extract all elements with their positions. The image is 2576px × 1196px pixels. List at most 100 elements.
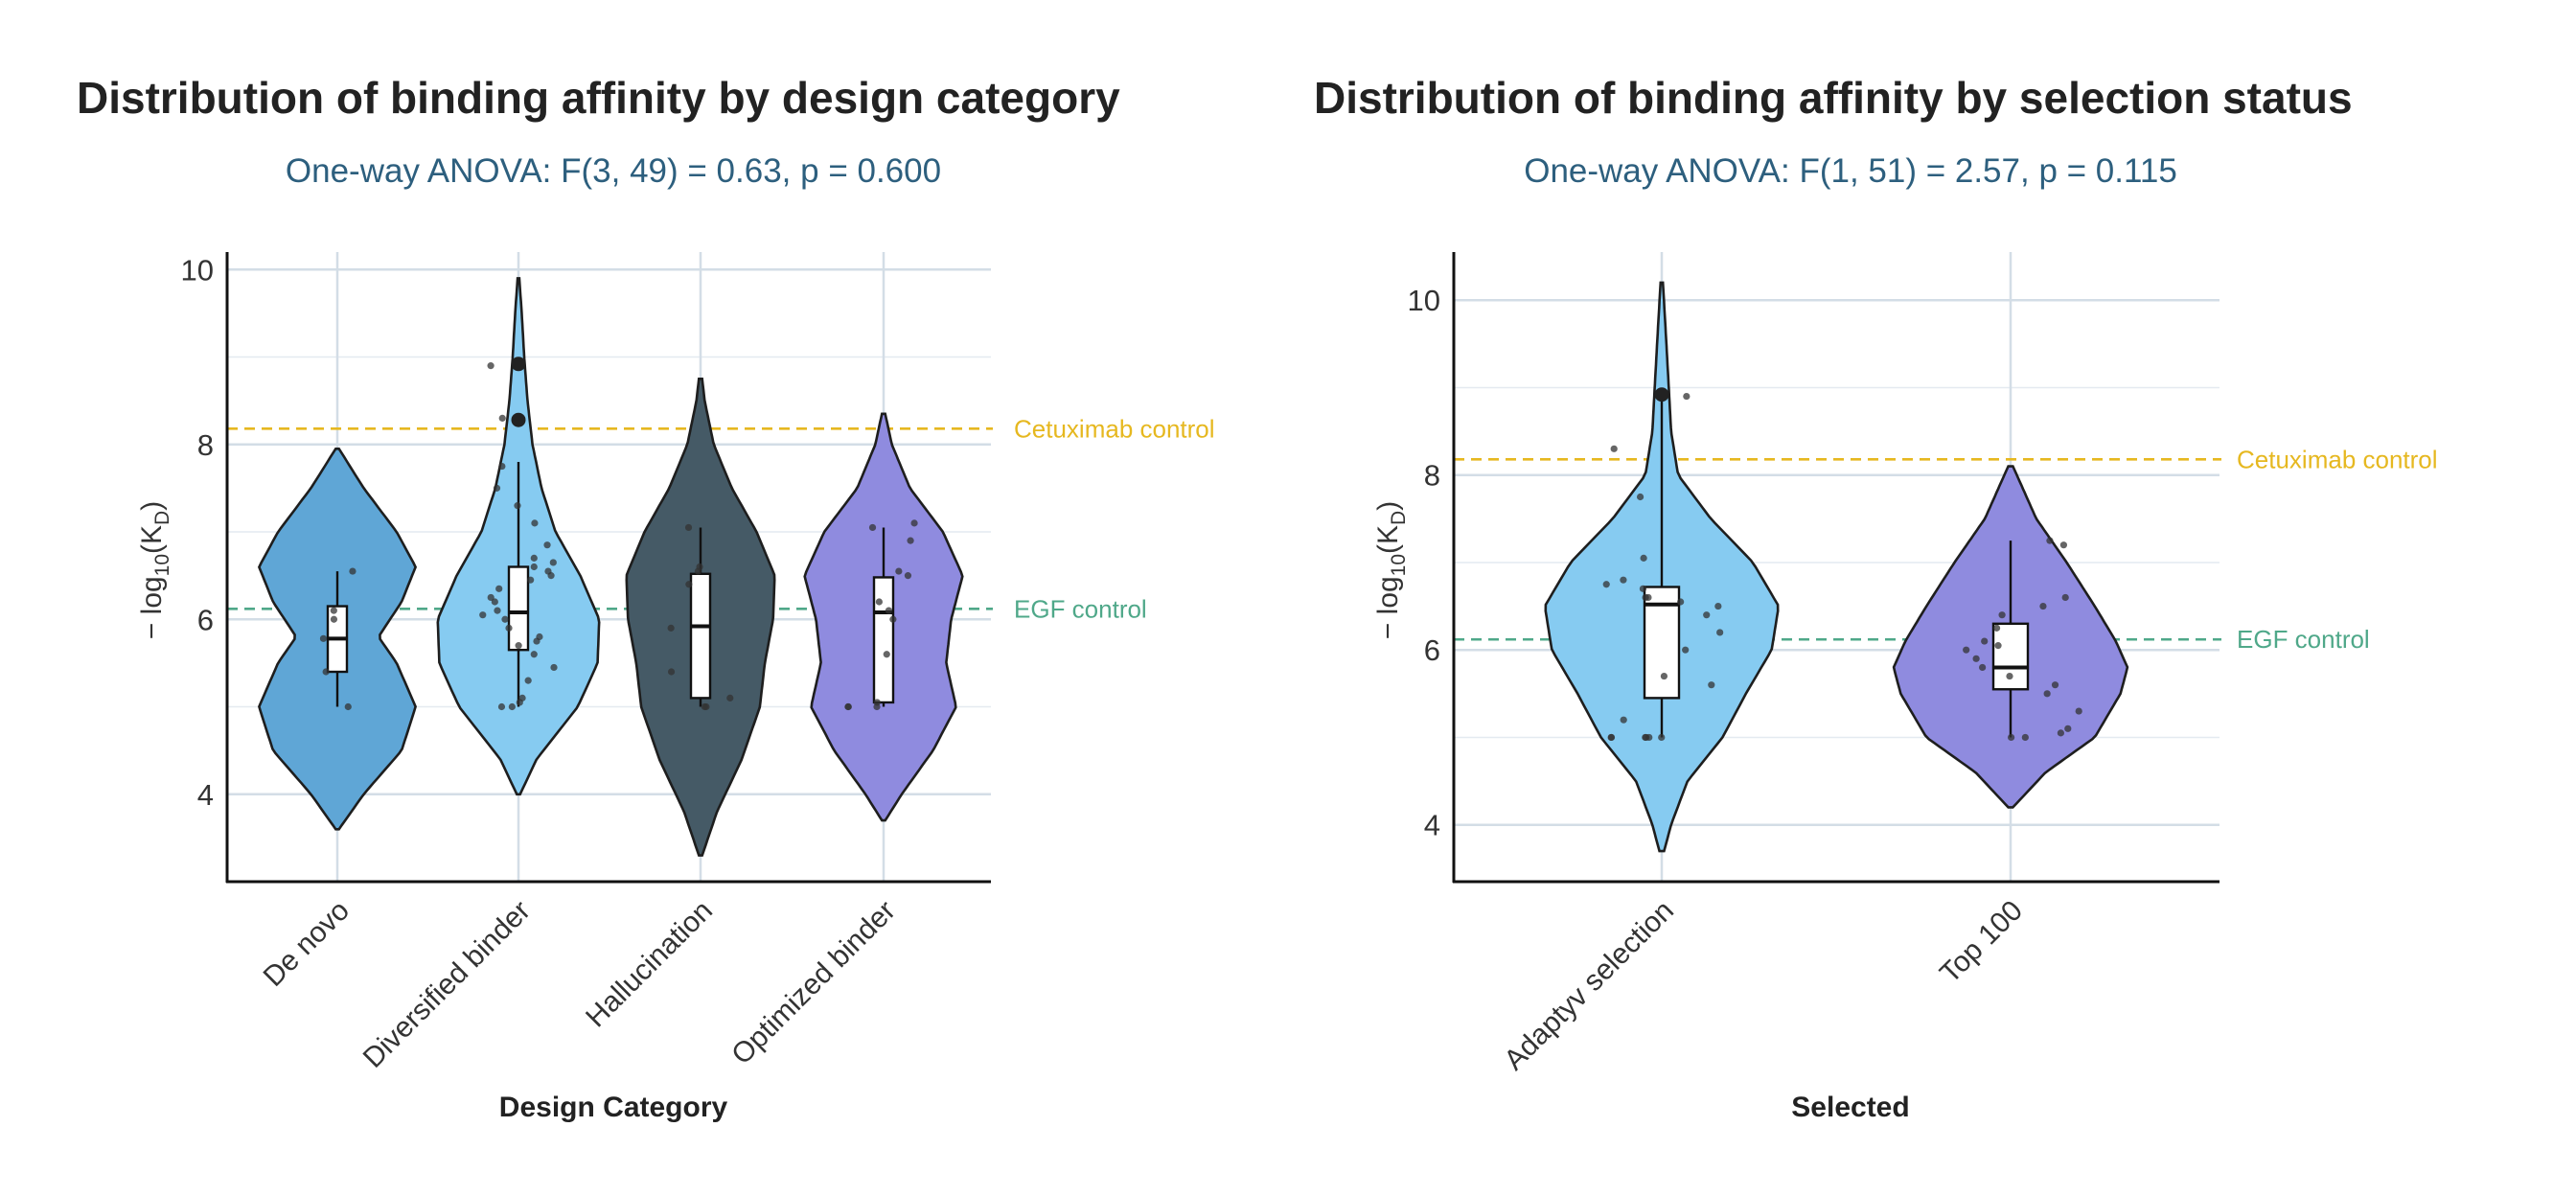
data-point: [494, 607, 501, 614]
data-point: [514, 502, 521, 510]
data-point: [1963, 646, 1970, 654]
data-point: [684, 523, 693, 532]
data-point: [498, 414, 506, 422]
data-point: [889, 615, 897, 623]
data-point: [322, 668, 330, 676]
data-point: [508, 702, 516, 711]
y-axis-title-main: − log: [136, 576, 168, 639]
y-tick-label: 4: [197, 778, 214, 812]
data-point: [2061, 593, 2069, 602]
data-point: [531, 519, 539, 527]
data-point: [2059, 541, 2068, 549]
data-point: [549, 559, 557, 566]
violin-optimized-binder: [803, 412, 964, 822]
outlier-point: [511, 412, 526, 427]
x-tick-label-diversified-binder: Diversified binder: [357, 895, 537, 1074]
y-tick-label: 6: [1424, 633, 1440, 667]
data-point: [1642, 593, 1649, 602]
data-point: [1703, 611, 1711, 619]
data-point: [895, 567, 903, 575]
data-point: [1677, 598, 1685, 606]
data-point: [2006, 672, 2013, 680]
reference-label-egf-control: EGF control: [1014, 594, 1147, 623]
reference-label-egf-control: EGF control: [2237, 625, 2370, 654]
data-point: [1620, 716, 1627, 724]
data-point: [883, 651, 890, 658]
reference-label-cetuximab-control: Cetuximab control: [1014, 414, 1215, 443]
data-point: [1642, 733, 1649, 742]
data-point: [1972, 655, 1980, 662]
chart-title: Distribution of binding affinity by sele…: [1314, 73, 2353, 123]
violins: [1544, 281, 2129, 853]
data-point: [1714, 602, 1722, 610]
data-point: [1716, 629, 1724, 636]
y-tick-label: 6: [197, 603, 214, 636]
violin-diversified-binder: [436, 277, 601, 796]
chart-subtitle: One-way ANOVA: F(3, 49) = 0.63, p = 0.60…: [286, 152, 941, 190]
data-point: [875, 598, 883, 606]
x-axis-title: Selected: [1791, 1092, 1909, 1123]
data-point: [2043, 690, 2051, 698]
data-point: [487, 362, 494, 370]
data-point: [530, 651, 538, 658]
y-tick-label: 4: [1424, 809, 1440, 842]
outlier-point: [1654, 387, 1669, 402]
data-point: [1981, 637, 1989, 645]
data-point: [1992, 624, 2001, 632]
data-point: [2075, 707, 2082, 715]
data-point: [491, 598, 498, 606]
data-point: [543, 541, 551, 549]
data-point: [1620, 576, 1627, 584]
box-iqr: [689, 572, 712, 700]
data-point: [701, 702, 708, 711]
data-point: [907, 537, 914, 544]
x-axis-title: Design Category: [499, 1092, 728, 1123]
violins: [257, 277, 964, 857]
chart-panel-design-category: Distribution of binding affinity by desi…: [77, 73, 1215, 1123]
data-point: [1998, 611, 2006, 619]
data-point: [667, 624, 675, 632]
y-axis-title-sub2: D: [1388, 511, 1410, 525]
data-point: [505, 624, 513, 632]
x-tick-label-hallucination: Hallucination: [580, 895, 719, 1034]
violin-adaptyv-selection: [1544, 281, 1780, 853]
data-point: [910, 519, 918, 527]
data-point: [530, 554, 538, 562]
box-iqr: [507, 565, 530, 652]
data-point: [487, 593, 494, 602]
y-axis-title-paren-close: ): [136, 501, 168, 511]
y-axis-title-sub: 10: [1388, 554, 1410, 576]
chart-panel-selection-status: Distribution of binding affinity by sele…: [1314, 73, 2438, 1123]
data-point: [2046, 537, 2054, 544]
y-axis-title-paren-close: ): [1372, 501, 1404, 511]
data-point: [536, 632, 543, 641]
data-point: [1683, 392, 1690, 401]
y-axis-title-main: − log: [1372, 576, 1404, 639]
data-point: [1708, 681, 1715, 689]
violin-hallucination: [625, 378, 776, 857]
data-point: [1636, 493, 1644, 501]
data-point: [524, 677, 532, 684]
y-axis-title: − log10(KD): [1372, 501, 1410, 639]
data-point: [1639, 585, 1647, 592]
y-axis-title-sub: 10: [151, 554, 173, 576]
y-axis-title-paren: (K: [1372, 525, 1404, 554]
data-point: [497, 702, 506, 711]
data-point: [527, 576, 535, 584]
data-point: [873, 699, 881, 706]
data-point: [1610, 445, 1618, 452]
chart-title: Distribution of binding affinity by desi…: [77, 73, 1120, 123]
y-tick-label: 8: [197, 428, 214, 462]
data-point: [2007, 733, 2015, 742]
data-point: [518, 694, 526, 702]
data-point: [493, 484, 501, 492]
data-point: [2064, 724, 2072, 732]
data-point: [1660, 672, 1668, 680]
data-point: [1602, 581, 1610, 588]
data-point: [1640, 554, 1647, 562]
data-point: [696, 563, 703, 571]
data-point: [330, 607, 337, 614]
y-axis-title-paren: (K: [136, 525, 168, 554]
data-point: [495, 585, 503, 592]
